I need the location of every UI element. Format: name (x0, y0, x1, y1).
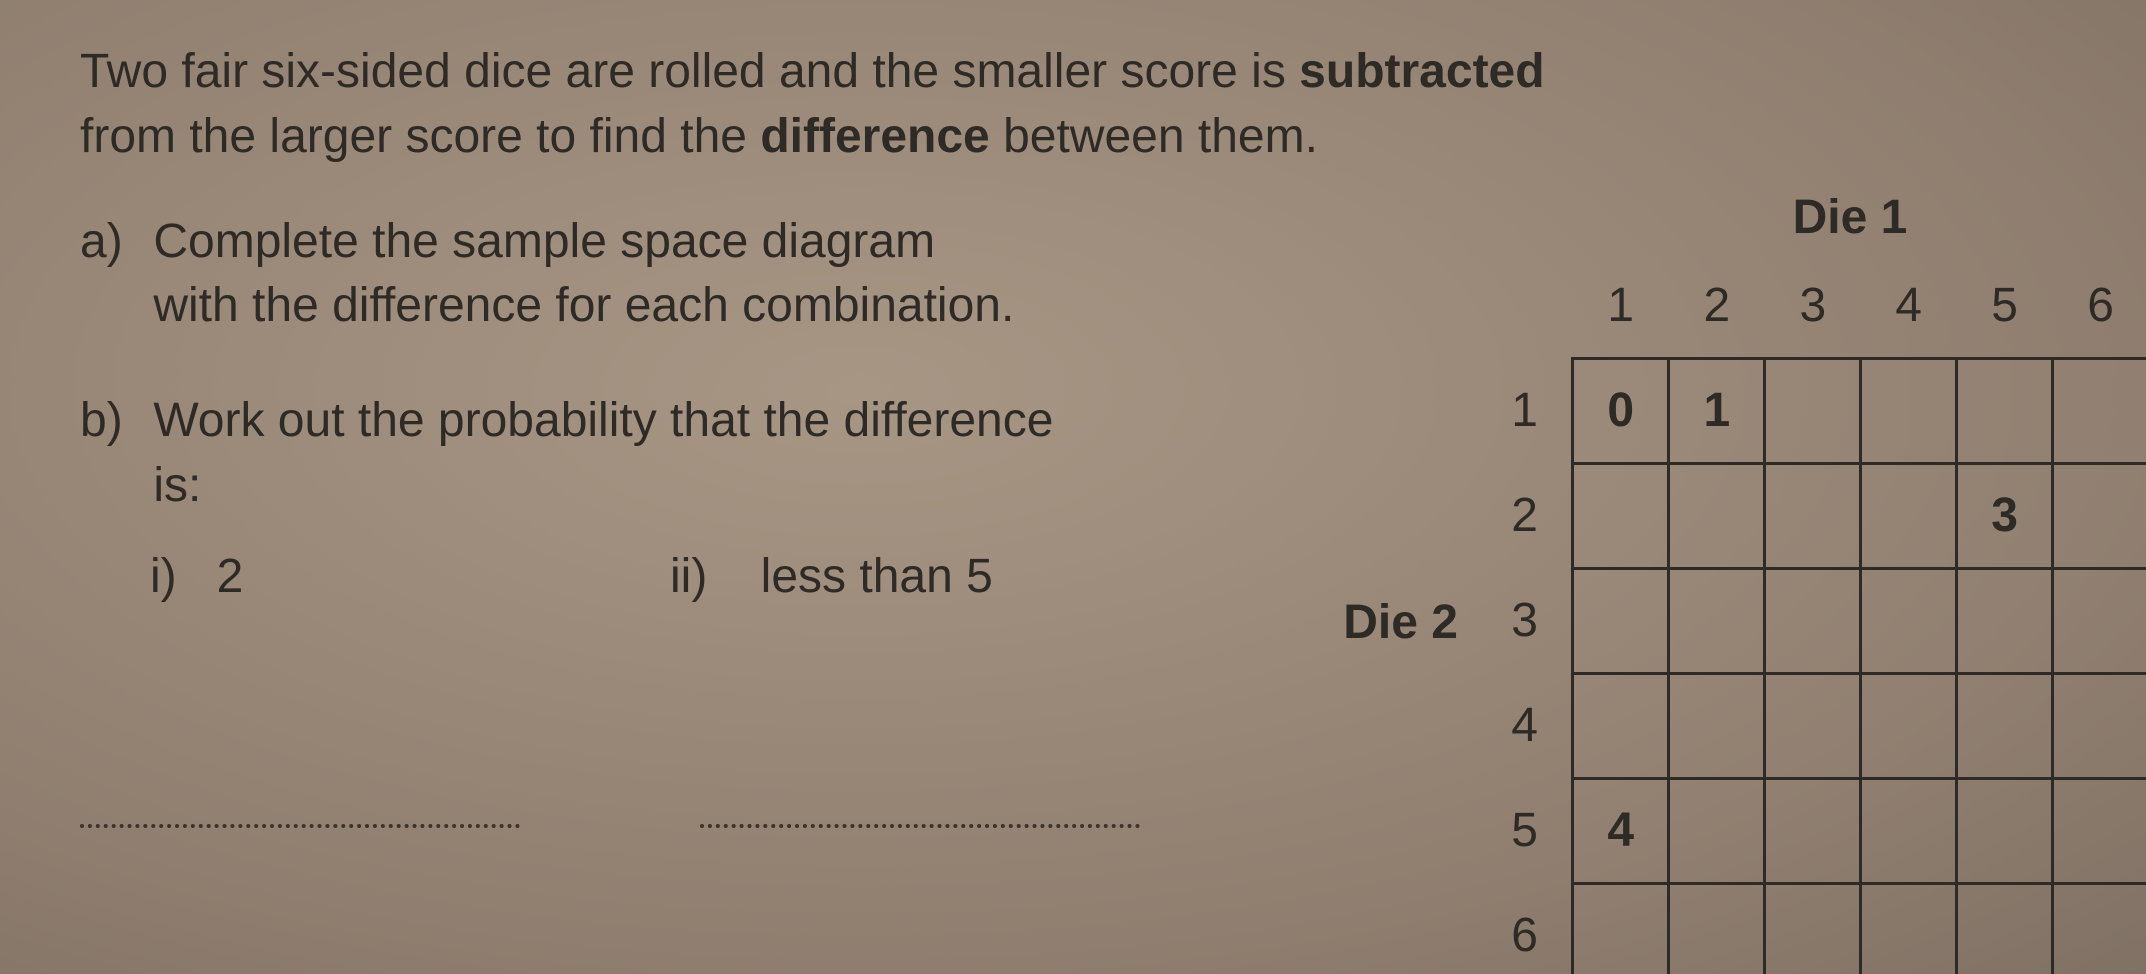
cell-1-3 (1765, 358, 1861, 463)
row-h-2: 2 (1478, 463, 1573, 568)
qb-line1: Work out the probability that the differ… (153, 394, 1053, 447)
row-h-1: 1 (1478, 358, 1573, 463)
col-header-row: 1 2 3 4 5 6 (1478, 255, 2146, 359)
cell-1-1: 0 (1573, 358, 1669, 463)
cell-5-5 (1957, 778, 2053, 883)
answer-line-ii (700, 824, 1140, 828)
table-row: 6 (1478, 883, 2146, 974)
qb-letter: b) (80, 389, 140, 454)
cell-4-4 (1861, 673, 1957, 778)
qbii-label: ii) (670, 550, 707, 603)
cell-6-6 (2053, 883, 2146, 974)
qa-letter: a) (80, 210, 140, 275)
cell-3-3 (1765, 568, 1861, 673)
cell-6-2 (1669, 883, 1765, 974)
answer-lines (80, 824, 1330, 828)
intro-line2-bold: difference (760, 110, 989, 163)
cell-2-5: 3 (1957, 463, 2053, 568)
qa-line2-bold: difference (332, 279, 542, 332)
question-b: b) Work out the probability that the dif… (80, 389, 1330, 519)
intro-text: Two fair six-sided dice are rolled and t… (80, 40, 1780, 170)
cell-4-3 (1765, 673, 1861, 778)
cell-4-1 (1573, 673, 1669, 778)
cell-3-5 (1957, 568, 2053, 673)
content-row: a) Complete the sample space diagram wit… (80, 210, 2086, 828)
row-h-3: 3 (1478, 568, 1573, 673)
qa-line2-pre: with the (153, 279, 332, 332)
cell-4-2 (1669, 673, 1765, 778)
cell-6-5 (1957, 883, 2053, 974)
cell-4-5 (1957, 673, 2053, 778)
cell-2-6 (2053, 463, 2146, 568)
cell-1-6 (2053, 358, 2146, 463)
intro-line2-pre: from the larger score to find the (80, 110, 760, 163)
corner-blank (1478, 255, 1573, 359)
sub-q-i: i) 2 (150, 549, 670, 604)
question-a: a) Complete the sample space diagram wit… (80, 210, 1330, 340)
qb-line2: is: (153, 459, 201, 512)
sub-questions: i) 2 ii) less than 5 (150, 549, 1330, 604)
cell-3-1 (1573, 568, 1669, 673)
col-h-6: 6 (2053, 255, 2146, 359)
row-h-5: 5 (1478, 778, 1573, 883)
qa-line1: Complete the sample space diagram (153, 215, 935, 268)
cell-5-6 (2053, 778, 2146, 883)
cell-5-1: 4 (1573, 778, 1669, 883)
cell-3-2 (1669, 568, 1765, 673)
cell-1-4 (1861, 358, 1957, 463)
intro-line1-bold: subtracted (1299, 45, 1544, 98)
sub-q-ii: ii) less than 5 (670, 549, 1190, 604)
col-h-5: 5 (1957, 255, 2053, 359)
cell-1-5 (1957, 358, 2053, 463)
sample-space-table: 1 2 3 4 5 6 1 0 1 (1478, 255, 2146, 974)
die1-label: Die 1 (1610, 190, 2090, 245)
table-row: 1 0 1 (1478, 358, 2146, 463)
col-h-3: 3 (1765, 255, 1861, 359)
cell-3-4 (1861, 568, 1957, 673)
col-h-1: 1 (1573, 255, 1669, 359)
table-row: 2 3 (1478, 463, 2146, 568)
cell-2-1 (1573, 463, 1669, 568)
col-h-4: 4 (1861, 255, 1957, 359)
sample-space-diagram: Die 1 Die 2 1 2 3 4 5 6 (1330, 190, 2146, 974)
qbi-text: 2 (217, 550, 244, 603)
right-column: Die 1 Die 2 1 2 3 4 5 6 (1330, 210, 2146, 828)
qa-spacer (80, 274, 140, 339)
intro-line1-pre: Two fair six-sided dice are rolled and t… (80, 45, 1299, 98)
cell-3-6 (2053, 568, 2146, 673)
cell-5-3 (1765, 778, 1861, 883)
qbii-text: less than 5 (761, 550, 993, 603)
cell-2-4 (1861, 463, 1957, 568)
worksheet-page: Two fair six-sided dice are rolled and t… (0, 0, 2146, 974)
grid-wrap: Die 2 1 2 3 4 5 6 1 0 (1330, 255, 2146, 974)
qb-spacer (80, 454, 140, 519)
row-h-4: 4 (1478, 673, 1573, 778)
cell-6-3 (1765, 883, 1861, 974)
table-row: 4 (1478, 673, 2146, 778)
cell-5-2 (1669, 778, 1765, 883)
cell-2-2 (1669, 463, 1765, 568)
row-h-6: 6 (1478, 883, 1573, 974)
cell-2-3 (1765, 463, 1861, 568)
cell-4-6 (2053, 673, 2146, 778)
answer-line-i (80, 824, 520, 828)
cell-6-1 (1573, 883, 1669, 974)
qbi-label: i) (150, 550, 177, 603)
table-row: 5 4 (1478, 778, 2146, 883)
cell-1-2: 1 (1669, 358, 1765, 463)
cell-6-4 (1861, 883, 1957, 974)
cell-5-4 (1861, 778, 1957, 883)
left-column: a) Complete the sample space diagram wit… (80, 210, 1330, 828)
die2-label: Die 2 (1330, 595, 1458, 650)
intro-line2-post: between them. (990, 110, 1318, 163)
qa-line2-post: for each combination. (542, 279, 1014, 332)
col-h-2: 2 (1669, 255, 1765, 359)
table-row: 3 (1478, 568, 2146, 673)
